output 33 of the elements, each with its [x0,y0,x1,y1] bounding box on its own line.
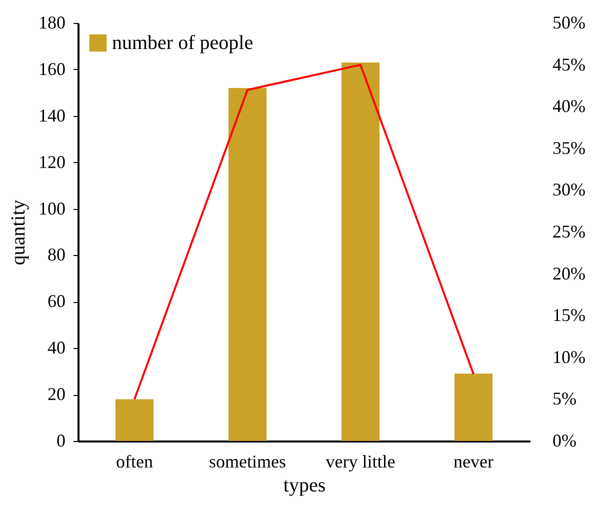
y2-tick-label: 0% [552,430,576,450]
bar [342,62,380,441]
y2-tick-label: 25% [552,222,586,242]
y-tick-label: 100 [38,198,66,218]
y-tick-label: 40 [48,338,66,358]
y2-tick-label: 40% [552,96,586,116]
y2-tick-label: 50% [552,12,586,32]
x-tick-label: sometimes [209,452,286,472]
x-tick-label: often [116,452,153,472]
y-tick-label: 180 [38,12,66,32]
bar [454,374,492,441]
y2-tick-label: 15% [552,305,586,326]
y2-tick-label: 45% [552,54,586,74]
y-axis-title: quantity [8,200,30,266]
y2-tick-label: 35% [552,138,586,158]
y-tick-label: 20 [48,384,66,404]
y-tick-label: 80 [48,244,66,265]
x-axis-title: types [283,474,326,496]
y-tick-label: 140 [38,105,66,126]
x-tick-label: very little [326,452,396,472]
y2-tick-label: 30% [552,180,586,200]
line-series [134,64,474,400]
y-tick-label: 0 [56,430,66,450]
y-tick-label: 160 [38,58,66,79]
legend-label: number of people [112,32,254,54]
bar [228,88,266,441]
y2-tick-label: 20% [552,263,586,284]
x-tick-label: never [454,452,494,472]
bar [116,399,154,441]
y2-tick-label: 10% [552,346,586,367]
y2-tick-label: 5% [552,388,576,409]
y-tick-label: 60 [48,291,66,312]
y-tick-label: 120 [38,152,66,172]
